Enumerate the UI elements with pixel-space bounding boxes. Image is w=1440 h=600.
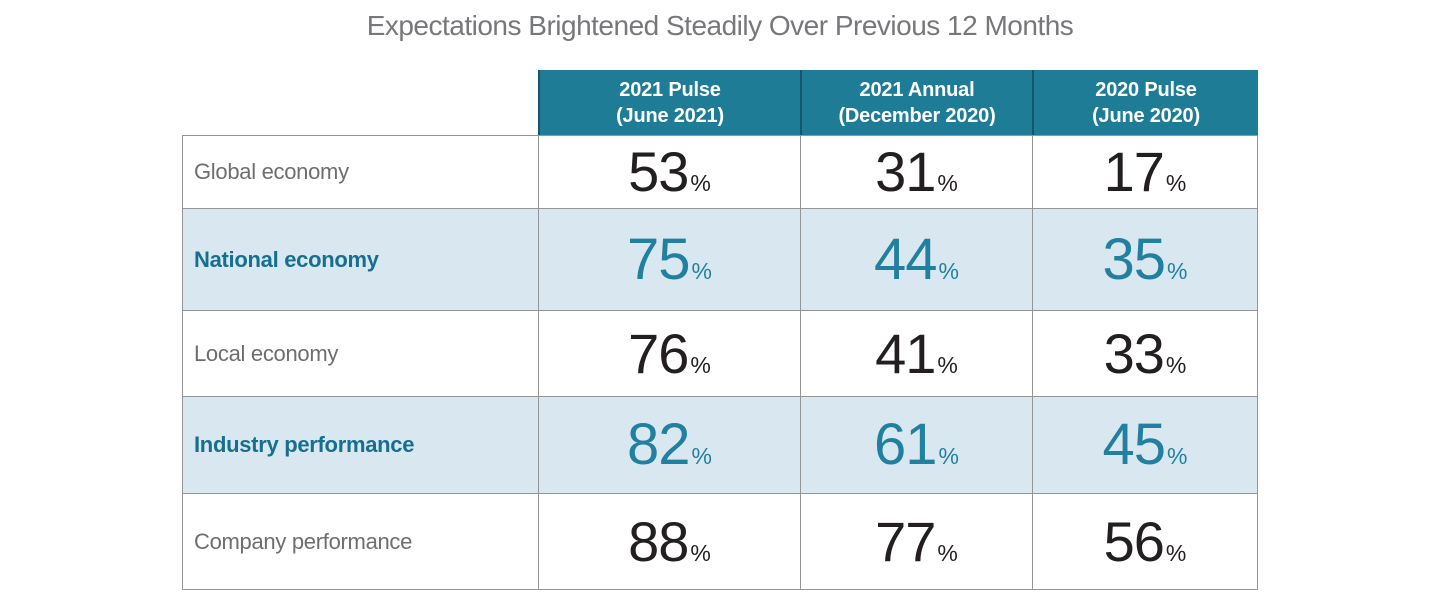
column-header-2021-pulse: 2021 Pulse (June 2021) xyxy=(538,70,800,135)
header-corner-spacer xyxy=(182,70,538,135)
percent-value: 41 xyxy=(875,321,936,385)
column-header-line1: 2020 Pulse xyxy=(1095,78,1197,101)
value-cell: 76% xyxy=(538,311,800,396)
percent-value: 76 xyxy=(628,321,689,385)
value-cell: 77% xyxy=(800,494,1032,589)
percent-value: 45 xyxy=(1102,412,1167,477)
value-cell: 41% xyxy=(800,311,1032,396)
percent-value-group: 31% xyxy=(875,144,958,200)
percent-value: 33 xyxy=(1103,321,1165,385)
percent-value-group: 44% xyxy=(874,226,959,292)
percent-value-group: 33% xyxy=(1103,321,1187,385)
percent-value-group: 41% xyxy=(875,321,958,385)
value-cell: 53% xyxy=(538,136,800,208)
value-cell: 17% xyxy=(1032,136,1257,208)
value-cell: 31% xyxy=(800,136,1032,208)
percent-sign: % xyxy=(937,539,958,566)
row-label: Company performance xyxy=(194,528,413,554)
table-header-row: 2021 Pulse (June 2021) 2021 Annual (Dece… xyxy=(182,70,1258,135)
value-cell: 35% xyxy=(1032,209,1257,310)
percent-value-group: 82% xyxy=(627,416,712,474)
percent-value: 35 xyxy=(1102,226,1167,292)
percent-sign: % xyxy=(690,170,711,196)
percent-sign: % xyxy=(1167,443,1188,469)
percent-value: 88 xyxy=(628,509,689,573)
percent-value-group: 76% xyxy=(628,321,711,385)
percent-value: 75 xyxy=(627,226,691,292)
table-row: Industry performance 82% 61% 45% xyxy=(183,396,1257,493)
percent-value: 31 xyxy=(875,140,936,203)
percent-sign: % xyxy=(690,539,711,566)
percent-value-group: 61% xyxy=(874,416,959,474)
percent-sign: % xyxy=(691,443,712,469)
percent-value: 56 xyxy=(1103,509,1165,573)
percent-value-group: 75% xyxy=(627,226,712,292)
row-label: Global economy xyxy=(194,159,349,184)
column-header-line1: 2021 Annual xyxy=(859,78,975,101)
percent-sign: % xyxy=(1167,257,1188,284)
percent-sign: % xyxy=(691,257,712,284)
row-label: Local economy xyxy=(194,340,339,366)
value-cell: 45% xyxy=(1032,397,1257,493)
percent-value-group: 88% xyxy=(628,509,711,573)
percent-value: 17 xyxy=(1103,140,1165,203)
figure-title: Expectations Brightened Steadily Over Pr… xyxy=(366,10,1074,41)
value-cell: 56% xyxy=(1032,494,1257,589)
percent-sign: % xyxy=(937,351,958,378)
column-header-line2: (June 2020) xyxy=(1092,104,1200,127)
percent-value: 61 xyxy=(874,412,938,477)
percent-value-group: 77% xyxy=(875,509,958,573)
percent-value: 77 xyxy=(875,509,936,573)
percent-value-group: 17% xyxy=(1104,144,1187,200)
value-cell: 33% xyxy=(1032,311,1257,396)
percent-sign: % xyxy=(1165,351,1187,378)
percent-value-group: 35% xyxy=(1102,226,1188,292)
value-cell: 44% xyxy=(800,209,1032,310)
percent-sign: % xyxy=(938,257,959,284)
percent-sign: % xyxy=(937,170,958,196)
row-label: National economy xyxy=(194,246,379,272)
row-label: Industry performance xyxy=(194,432,415,457)
value-cell: 82% xyxy=(538,397,800,493)
value-cell: 75% xyxy=(538,209,800,310)
column-header-2021-annual: 2021 Annual (December 2020) xyxy=(800,70,1032,135)
percent-value: 44 xyxy=(874,226,938,292)
percent-sign: % xyxy=(1165,539,1187,566)
percent-value-group: 56% xyxy=(1103,509,1187,573)
column-header-2020-pulse: 2020 Pulse (June 2020) xyxy=(1032,70,1258,135)
percent-value: 53 xyxy=(628,140,689,203)
table-row: Company performance 88% 77% 56% xyxy=(183,493,1257,589)
percent-sign: % xyxy=(690,351,711,378)
percent-value: 82 xyxy=(627,412,691,477)
table-row: Global economy 53% 31% 17% xyxy=(183,136,1257,208)
column-header-line2: (December 2020) xyxy=(838,104,996,127)
value-cell: 61% xyxy=(800,397,1032,493)
percent-sign: % xyxy=(1165,170,1187,196)
table-body: Global economy 53% 31% 17% National economy 7… xyxy=(182,135,1258,590)
column-header-line2: (June 2021) xyxy=(616,104,724,127)
percent-sign: % xyxy=(938,443,959,469)
table-row: National economy 75% 44% 35% xyxy=(183,208,1257,310)
percent-value-group: 45% xyxy=(1103,416,1188,474)
column-header-line1: 2021 Pulse xyxy=(619,78,721,101)
expectations-table: 2021 Pulse (June 2021) 2021 Annual (Dece… xyxy=(182,70,1258,590)
percent-value-group: 53% xyxy=(628,144,711,200)
table-row: Local economy 76% 41% 33% xyxy=(183,310,1257,396)
value-cell: 88% xyxy=(538,494,800,589)
